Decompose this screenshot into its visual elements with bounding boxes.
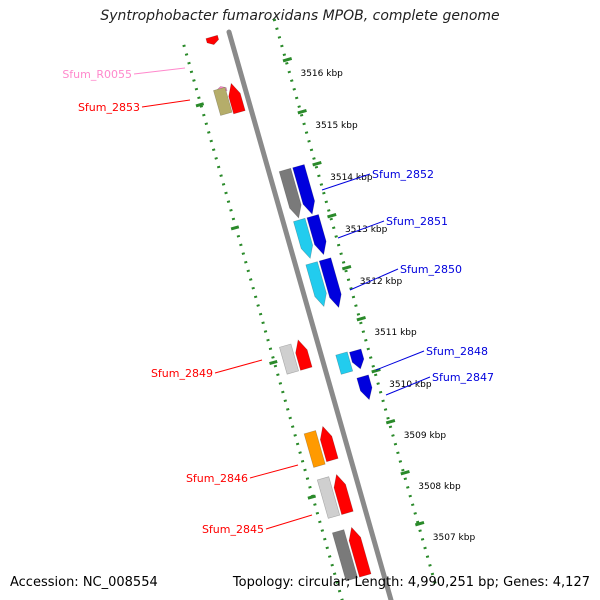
scale-tick bbox=[341, 265, 352, 271]
scale-tick bbox=[312, 161, 322, 167]
gene-feature-Sfum_2848 bbox=[335, 351, 354, 375]
scale-label: 3509 kbp bbox=[404, 431, 447, 441]
leader-line bbox=[375, 350, 425, 371]
gene-feature-gray bbox=[331, 529, 358, 582]
leader-line bbox=[385, 376, 431, 396]
gene-feature-gray bbox=[278, 167, 302, 219]
scale-tick bbox=[297, 109, 307, 115]
sequence-backbone bbox=[226, 29, 394, 600]
gene-label: Sfum_R0055 bbox=[62, 68, 132, 81]
left-tick bbox=[269, 359, 278, 366]
gene-label: Sfum_2850 bbox=[400, 263, 462, 276]
feature-layer bbox=[205, 34, 373, 582]
gene-label: Sfum_2848 bbox=[426, 345, 488, 358]
gene-label: Sfum_2847 bbox=[432, 371, 494, 384]
accession-text: Accession: NC_008554 bbox=[10, 575, 158, 590]
leader-line bbox=[349, 268, 399, 291]
scale-tick bbox=[327, 213, 337, 219]
gene-feature-Sfum_2850 bbox=[305, 261, 327, 308]
label-layer: 3516 kbp 3515 kbp 3514 kbp 3513 kbp 3512 kbp… bbox=[62, 67, 494, 543]
gene-feature-Sfum_2845 bbox=[316, 476, 341, 519]
scale-tick bbox=[400, 470, 410, 476]
gene-label: Sfum_2845 bbox=[202, 523, 264, 536]
left-tick bbox=[307, 494, 317, 500]
genome-summary-text: Topology: circular; Length: 4,990,251 bp… bbox=[232, 575, 590, 590]
scale-label: 3507 kbp bbox=[433, 533, 476, 543]
scale-label: 3516 kbp bbox=[300, 69, 343, 79]
gene-feature-red bbox=[228, 82, 246, 115]
gene-feature-Sfum_2847 bbox=[356, 374, 373, 401]
leader-line bbox=[214, 359, 263, 374]
scale-label: 3515 kbp bbox=[315, 121, 358, 131]
gene-feature-blue bbox=[318, 257, 342, 309]
gene-feature-Sfum_2846 bbox=[303, 430, 326, 468]
left-tick bbox=[195, 102, 205, 108]
scale-label: 3513 kbp bbox=[345, 225, 388, 235]
gene-label: Sfum_2853 bbox=[78, 101, 140, 114]
gene-feature-Sfum_2853 bbox=[213, 86, 233, 116]
gene-label: Sfum_2851 bbox=[386, 215, 448, 228]
scale-label: 3511 kbp bbox=[374, 328, 417, 338]
leader-line bbox=[249, 464, 299, 479]
gene-label: Sfum_2852 bbox=[372, 168, 434, 181]
gene-feature-red bbox=[205, 34, 220, 45]
boundary-line-right bbox=[272, 18, 438, 588]
scale-tick bbox=[356, 316, 366, 322]
scale-tick bbox=[385, 419, 396, 425]
gene-feature-red bbox=[319, 425, 339, 463]
scale-label: 3508 kbp bbox=[418, 482, 461, 492]
gene-feature-Sfum_2849 bbox=[279, 343, 299, 375]
gene-feature-red bbox=[295, 339, 313, 371]
leader-line bbox=[265, 514, 313, 530]
gene-feature-Sfum_2852 bbox=[292, 164, 315, 215]
map-title: Syntrophobacter fumaroxidans MPOB, compl… bbox=[100, 8, 500, 24]
left-tick bbox=[230, 225, 240, 231]
leader-line bbox=[133, 67, 186, 75]
gene-feature-cyan bbox=[293, 217, 313, 260]
scale-label: 3512 kbp bbox=[360, 277, 403, 287]
grid-layer bbox=[182, 18, 438, 600]
scale-label: 3514 kbp bbox=[330, 173, 373, 183]
gene-feature-red bbox=[348, 526, 372, 578]
scale-tick bbox=[282, 57, 293, 63]
leader-line bbox=[321, 173, 371, 191]
backbone-layer bbox=[226, 29, 394, 600]
scale-tick bbox=[414, 521, 425, 527]
gene-feature-blue bbox=[349, 348, 365, 370]
leader-line bbox=[141, 99, 191, 108]
scale-tick bbox=[371, 368, 381, 374]
leader-line bbox=[337, 220, 385, 239]
gene-label: Sfum_2849 bbox=[151, 367, 213, 380]
gene-label: Sfum_2846 bbox=[186, 472, 248, 485]
gene-feature-red bbox=[333, 473, 354, 515]
gene-feature-Sfum_2851 bbox=[306, 214, 327, 256]
